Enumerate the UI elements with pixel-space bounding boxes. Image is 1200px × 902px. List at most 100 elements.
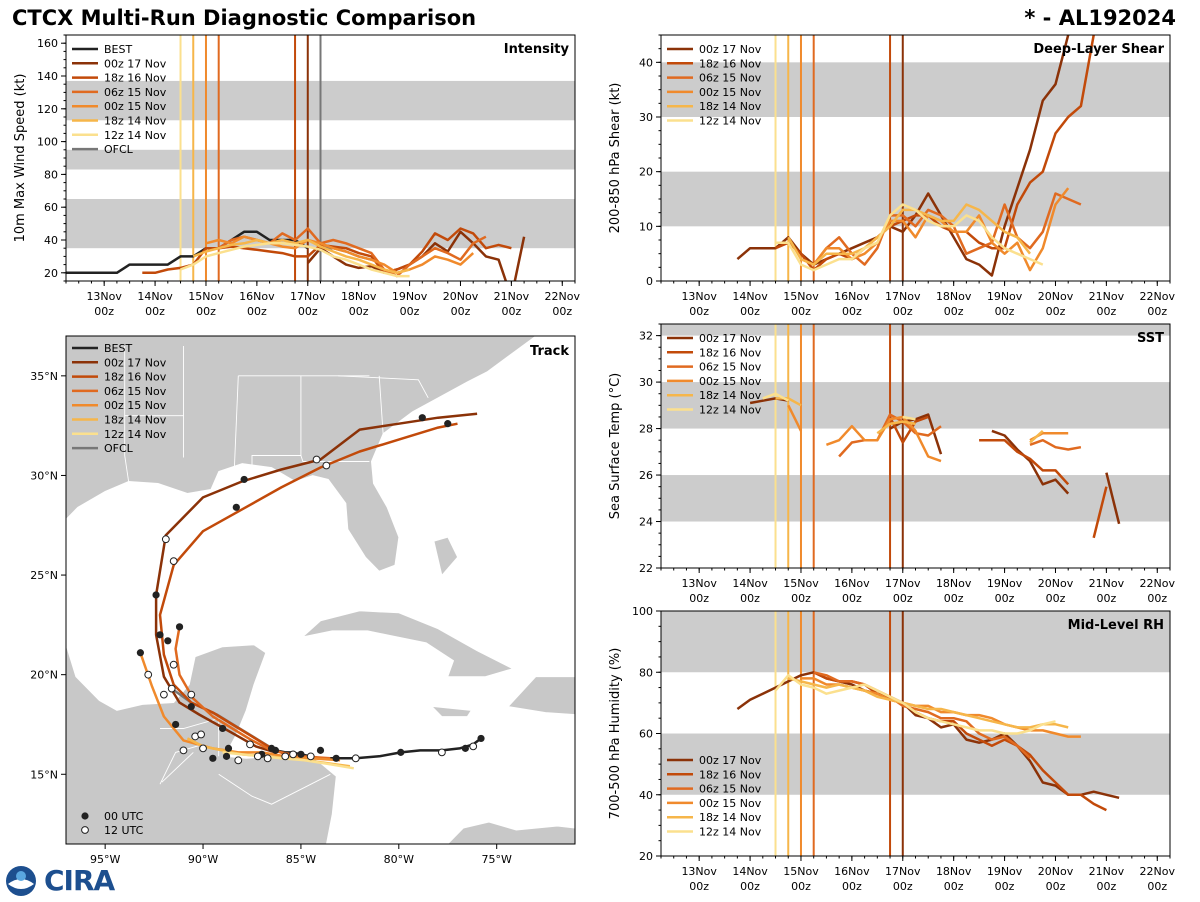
rh-xtick-hour-5: 00z bbox=[944, 880, 964, 893]
track-point-12utc-1 bbox=[437, 748, 446, 757]
track-point-12utc-13 bbox=[187, 690, 196, 699]
track-point-12utc-11 bbox=[144, 670, 153, 679]
shear-xtick-hour-8: 00z bbox=[1096, 305, 1116, 318]
intensity-panel: 20 40 60 80 100 120 140 160 13Nov 00z 14Nov 00z 15No… bbox=[13, 34, 580, 318]
sst-ytick-label-3: 28 bbox=[639, 423, 653, 436]
land-south-america bbox=[447, 821, 575, 844]
track-point-12utc-5 bbox=[161, 535, 170, 544]
track-point-00utc-3 bbox=[297, 750, 305, 758]
intensity-xtick-hour-3: 00z bbox=[247, 305, 267, 318]
track-legend-label-7: OFCL bbox=[104, 442, 134, 455]
track-point-00utc-17 bbox=[418, 414, 426, 422]
shear-xtick-hour-2: 00z bbox=[791, 305, 811, 318]
intensity-xtick-hour-8: 00z bbox=[501, 305, 521, 318]
legend-12utc-label: 12 UTC bbox=[104, 824, 144, 837]
track-point-12utc-16 bbox=[199, 744, 207, 753]
intensity-xtick-day-7: 20Nov bbox=[443, 290, 479, 303]
sst-xtick-hour-3: 00z bbox=[842, 592, 862, 605]
noaa-logo-icon bbox=[6, 866, 36, 896]
track-legend-label-2: 18z 16 Nov bbox=[104, 371, 167, 384]
rh-xtick-hour-3: 00z bbox=[842, 880, 862, 893]
rh-xtick-hour-8: 00z bbox=[1096, 880, 1116, 893]
sst-series-group bbox=[749, 392, 1121, 539]
rh-legend-label-1: 18z 16 Nov bbox=[699, 768, 762, 781]
track-xtick-label-3: 80°W bbox=[384, 853, 414, 866]
shear-xtick-hour-5: 00z bbox=[944, 305, 964, 318]
intensity-xtick-hour-4: 00z bbox=[298, 305, 318, 318]
track-ytick-label-0: 15°N bbox=[30, 768, 58, 781]
cira-logo-text: CIRA bbox=[44, 864, 115, 897]
shear-legend-label-3: 00z 15 Nov bbox=[699, 86, 762, 99]
sst-legend-label-1: 18z 16 Nov bbox=[699, 346, 762, 359]
rh-ytick-label-2: 60 bbox=[639, 728, 653, 741]
track-point-12utc-21 bbox=[263, 754, 272, 763]
shear-xtick-day-1: 14Nov bbox=[732, 290, 768, 303]
shear-legend-label-1: 18z 16 Nov bbox=[699, 57, 762, 70]
track-ytick-label-4: 35°N bbox=[30, 370, 58, 383]
rh-xtick-day-9: 22Nov bbox=[1140, 865, 1176, 878]
rh-xtick-day-0: 13Nov bbox=[681, 865, 717, 878]
land-hispaniola bbox=[507, 676, 575, 715]
shear-xtick-hour-3: 00z bbox=[842, 305, 862, 318]
sst-xtick-day-0: 13Nov bbox=[681, 577, 717, 590]
rh-ylabel: 700-500 hPa Humidity (%) bbox=[608, 648, 623, 820]
intensity-legend-label-5: 18z 14 Nov bbox=[104, 115, 167, 128]
shear-xtick-day-7: 20Nov bbox=[1038, 290, 1074, 303]
shear-band-0 bbox=[661, 171, 1170, 227]
track-point-00utc-9 bbox=[219, 724, 227, 733]
sst-series-0-seg-3 bbox=[1105, 472, 1121, 525]
shear-legend-label-2: 06z 15 Nov bbox=[699, 72, 762, 85]
rh-legend-label-0: 00z 17 Nov bbox=[699, 754, 762, 767]
track-point-00utc-21 bbox=[267, 744, 276, 752]
intensity-ytick-label-1: 40 bbox=[44, 234, 58, 247]
intensity-ytick-label-6: 140 bbox=[37, 70, 58, 83]
track-point-00utc-7 bbox=[164, 637, 172, 645]
intensity-xtick-hour-5: 00z bbox=[349, 305, 369, 318]
intensity-legend-label-6: 12z 14 Nov bbox=[104, 129, 167, 142]
sst-series-1-seg-1 bbox=[979, 438, 1070, 486]
sst-xtick-hour-6: 00z bbox=[995, 592, 1015, 605]
sst-series-2-seg-1 bbox=[1029, 438, 1082, 451]
border-10 bbox=[161, 752, 194, 783]
track-point-12utc-4 bbox=[289, 750, 297, 759]
sst-ytick-label-0: 22 bbox=[639, 562, 653, 575]
sst-xtick-hour-7: 00z bbox=[1046, 592, 1066, 605]
intensity-xtick-hour-9: 00z bbox=[552, 305, 572, 318]
sst-xtick-day-3: 16Nov bbox=[834, 577, 870, 590]
sst-title: SST bbox=[1137, 331, 1164, 346]
rh-ytick-label-1: 40 bbox=[639, 789, 653, 802]
sst-ytick-label-4: 30 bbox=[639, 376, 653, 389]
shear-xtick-day-8: 21Nov bbox=[1089, 290, 1125, 303]
shear-xtick-day-9: 22Nov bbox=[1140, 290, 1176, 303]
intensity-series-group bbox=[66, 227, 526, 281]
land-cuba bbox=[301, 610, 514, 678]
rh-xtick-day-5: 18Nov bbox=[936, 865, 972, 878]
shear-xtick-hour-7: 00z bbox=[1046, 305, 1066, 318]
track-point-00utc-11 bbox=[136, 649, 144, 657]
border-3 bbox=[251, 375, 302, 468]
rh-series-group bbox=[736, 671, 1120, 812]
border-2 bbox=[233, 375, 239, 468]
track-point-00utc-1 bbox=[397, 748, 405, 756]
shear-xtick-hour-6: 00z bbox=[995, 305, 1015, 318]
sst-panel: 22 24 26 28 30 32 13Nov 00z 14Nov 00z 15Nov 00z 16No… bbox=[608, 323, 1175, 605]
cira-logo: CIRA bbox=[4, 864, 115, 898]
shear-ytick-label-4: 40 bbox=[639, 56, 653, 69]
intensity-xtick-day-6: 19Nov bbox=[392, 290, 428, 303]
rh-xtick-day-7: 20Nov bbox=[1038, 865, 1074, 878]
shear-band-1 bbox=[661, 62, 1170, 117]
track-point-12utc-3 bbox=[306, 752, 315, 761]
sst-xtick-hour-9: 00z bbox=[1147, 592, 1167, 605]
sst-ylabel: Sea Surface Temp (°C) bbox=[608, 373, 623, 520]
shear-xtick-day-2: 15Nov bbox=[783, 290, 819, 303]
land-mexico-central-america bbox=[66, 614, 337, 844]
legend-00utc-label: 00 UTC bbox=[104, 810, 144, 823]
rh-xtick-hour-9: 00z bbox=[1147, 880, 1167, 893]
storm-id: * - AL192024 bbox=[1024, 6, 1176, 30]
rh-band-0 bbox=[661, 733, 1170, 795]
figure-title: CTCX Multi-Run Diagnostic Comparison bbox=[12, 6, 477, 30]
sst-ytick-label-1: 24 bbox=[639, 516, 653, 529]
track-point-00utc-16 bbox=[240, 475, 248, 484]
track-frame bbox=[65, 335, 576, 845]
intensity-xtick-hour-0: 00z bbox=[94, 305, 114, 318]
